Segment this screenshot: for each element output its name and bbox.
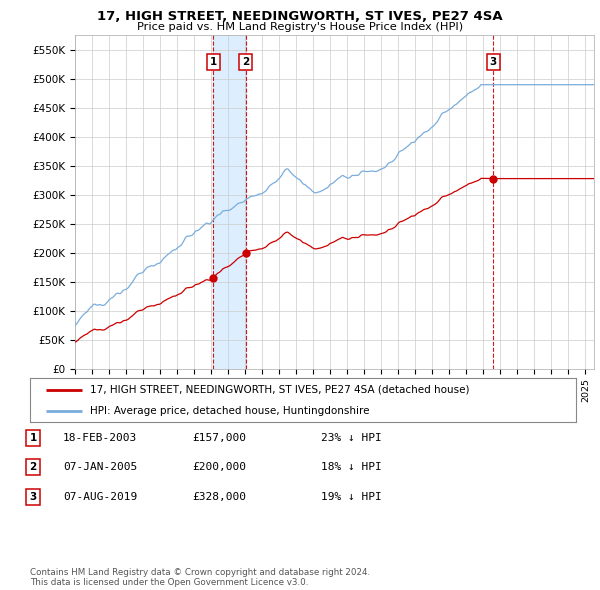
Text: £200,000: £200,000 <box>192 463 246 472</box>
Text: 19% ↓ HPI: 19% ↓ HPI <box>321 492 382 502</box>
Text: 18% ↓ HPI: 18% ↓ HPI <box>321 463 382 472</box>
Bar <box>213 35 245 369</box>
Text: 07-AUG-2019: 07-AUG-2019 <box>63 492 137 502</box>
Text: £157,000: £157,000 <box>192 433 246 442</box>
Text: 07-JAN-2005: 07-JAN-2005 <box>63 463 137 472</box>
Text: 1: 1 <box>209 57 217 67</box>
Text: HPI: Average price, detached house, Huntingdonshire: HPI: Average price, detached house, Hunt… <box>90 406 370 416</box>
Text: £328,000: £328,000 <box>192 492 246 502</box>
Text: 17, HIGH STREET, NEEDINGWORTH, ST IVES, PE27 4SA (detached house): 17, HIGH STREET, NEEDINGWORTH, ST IVES, … <box>90 385 470 395</box>
Text: 18-FEB-2003: 18-FEB-2003 <box>63 433 137 442</box>
Text: 3: 3 <box>490 57 497 67</box>
Text: 3: 3 <box>29 492 37 502</box>
Text: 1: 1 <box>29 433 37 442</box>
Text: 2: 2 <box>242 57 249 67</box>
Text: Price paid vs. HM Land Registry's House Price Index (HPI): Price paid vs. HM Land Registry's House … <box>137 22 463 32</box>
Text: 2: 2 <box>29 463 37 472</box>
Text: 23% ↓ HPI: 23% ↓ HPI <box>321 433 382 442</box>
Text: Contains HM Land Registry data © Crown copyright and database right 2024.
This d: Contains HM Land Registry data © Crown c… <box>30 568 370 587</box>
Text: 17, HIGH STREET, NEEDINGWORTH, ST IVES, PE27 4SA: 17, HIGH STREET, NEEDINGWORTH, ST IVES, … <box>97 10 503 23</box>
